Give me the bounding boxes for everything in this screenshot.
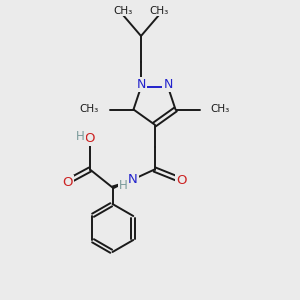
Text: CH₃: CH₃ bbox=[210, 104, 229, 115]
Text: N: N bbox=[128, 172, 137, 186]
Text: O: O bbox=[176, 173, 187, 187]
Text: N: N bbox=[136, 78, 146, 92]
Text: O: O bbox=[62, 176, 73, 189]
Text: CH₃: CH₃ bbox=[80, 104, 99, 115]
Text: H: H bbox=[76, 130, 85, 143]
Text: CH₃: CH₃ bbox=[113, 5, 133, 16]
Text: N: N bbox=[163, 78, 173, 92]
Polygon shape bbox=[112, 178, 135, 189]
Text: H: H bbox=[119, 178, 128, 192]
Text: CH₃: CH₃ bbox=[149, 5, 169, 16]
Text: O: O bbox=[84, 132, 94, 146]
